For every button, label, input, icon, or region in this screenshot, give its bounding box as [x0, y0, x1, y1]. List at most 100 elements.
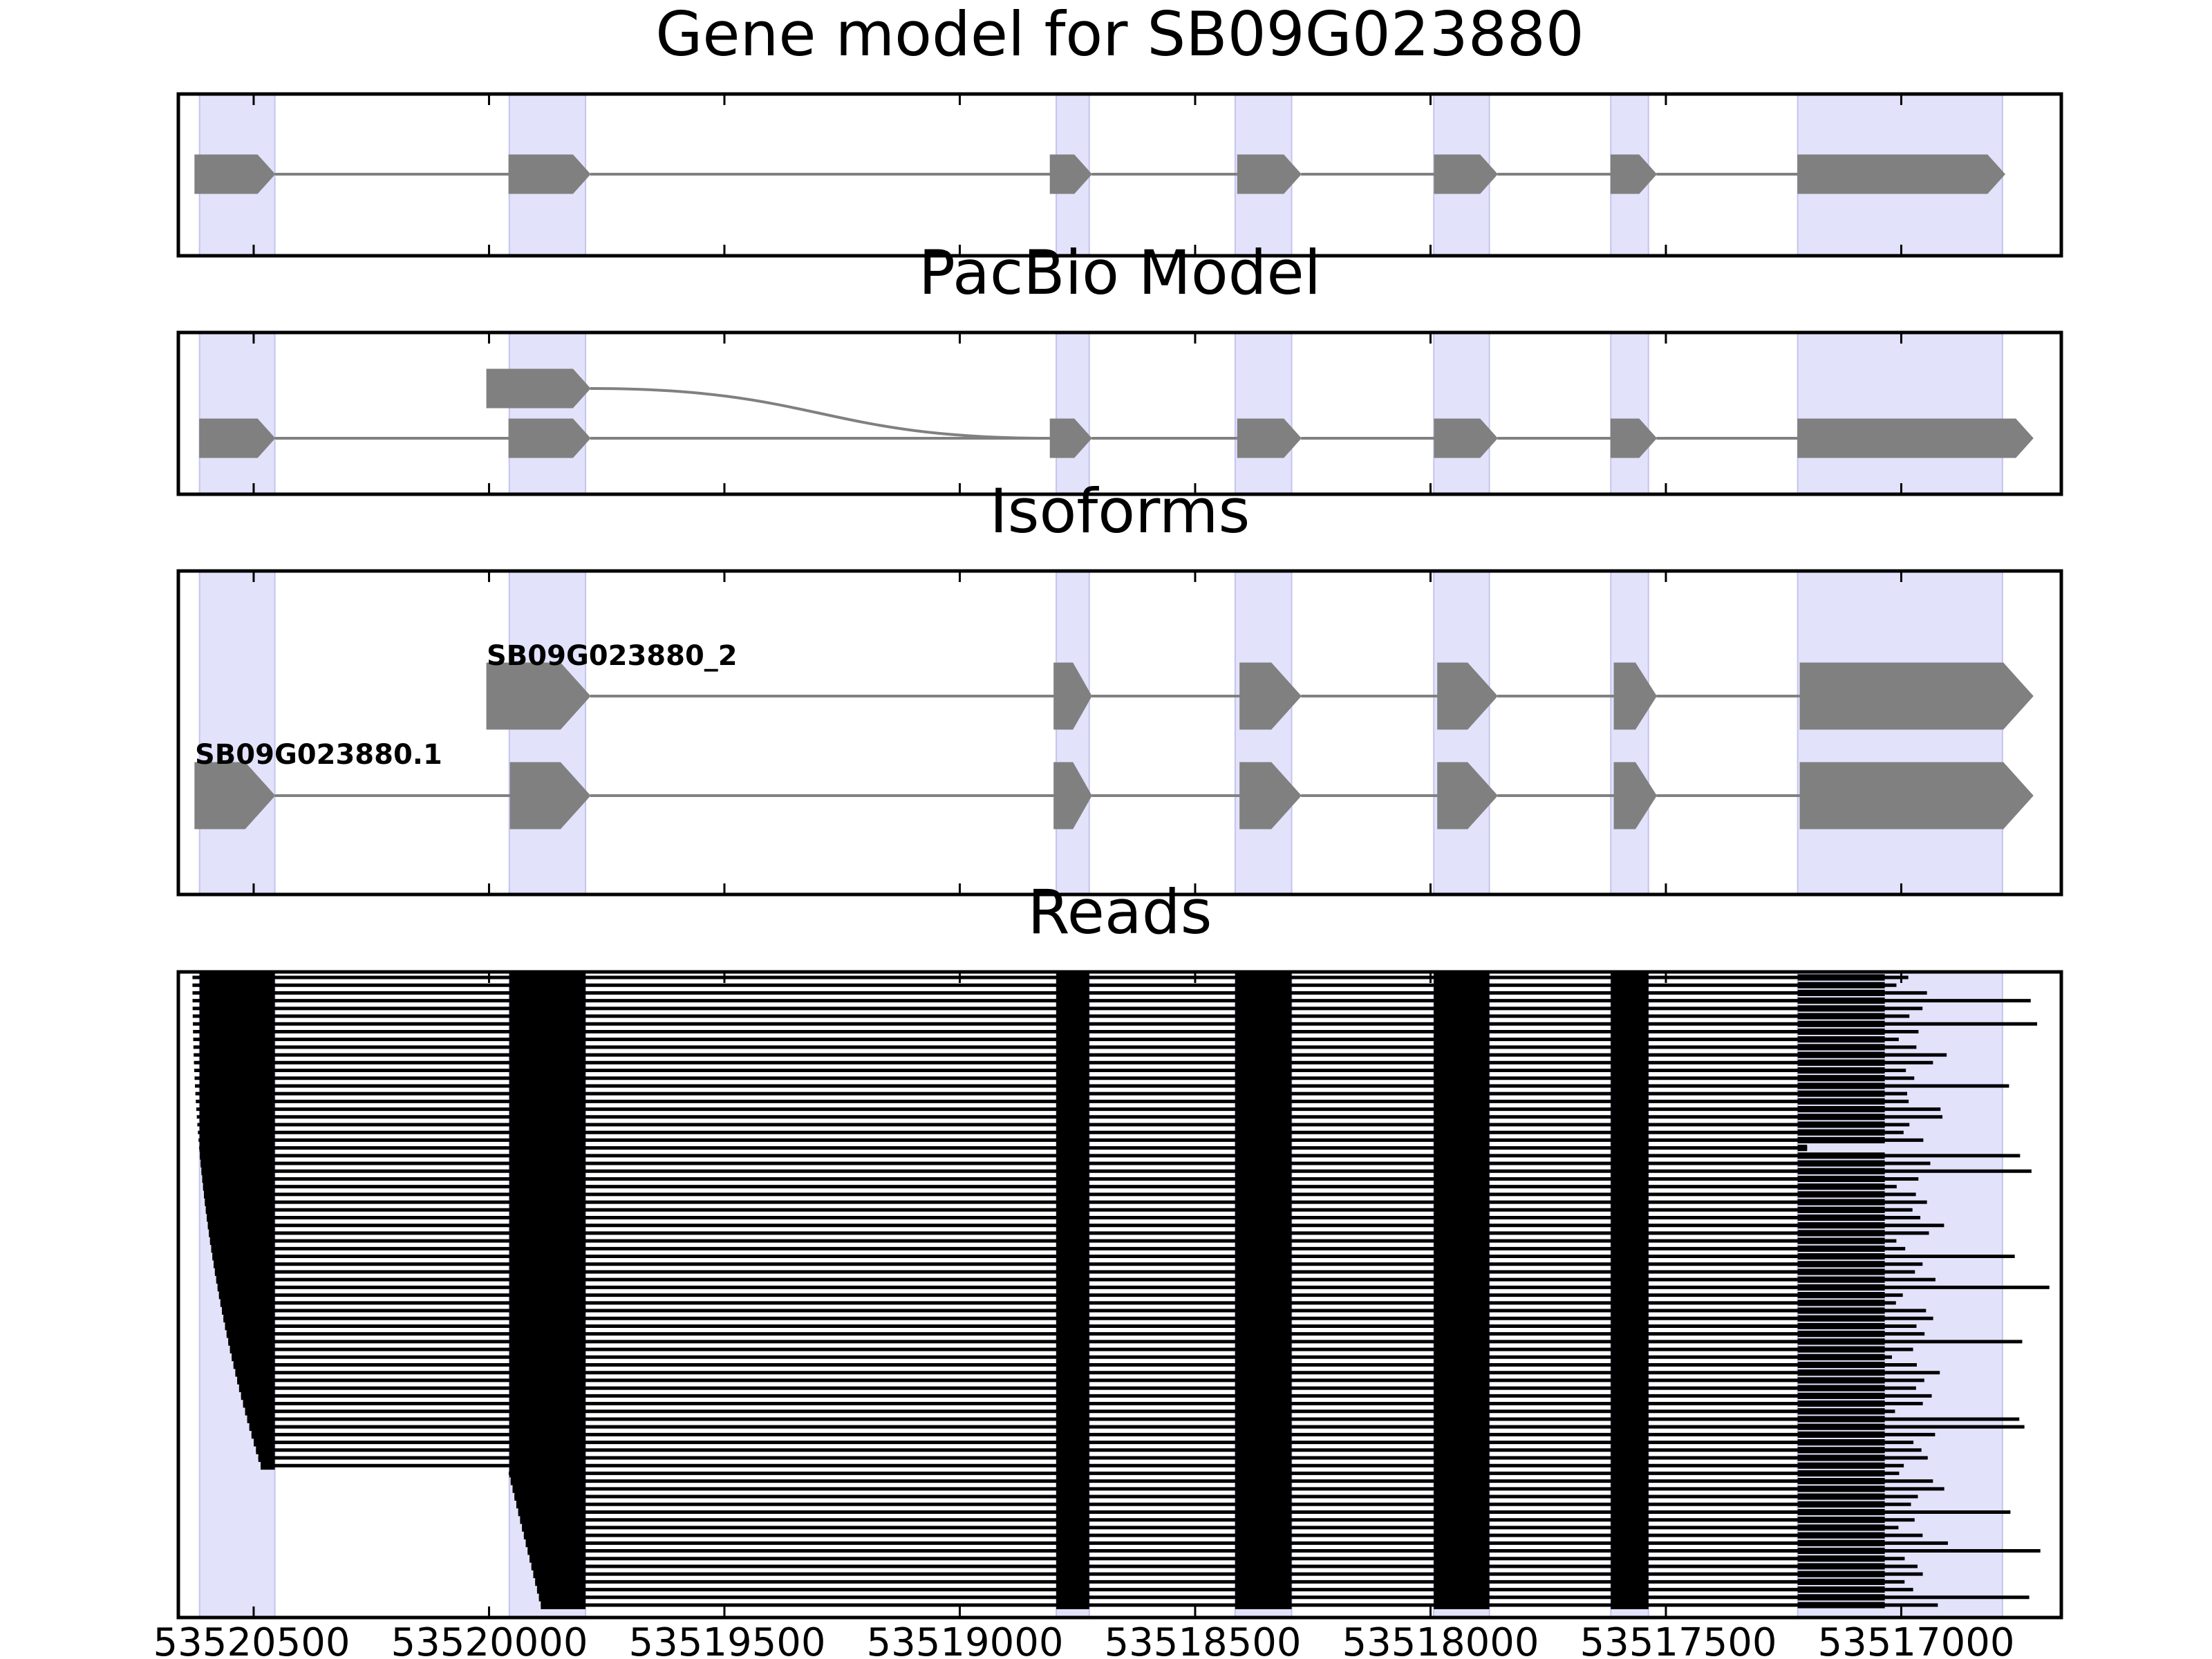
read-exon-block	[1611, 1004, 1649, 1013]
read-exon-block	[1434, 1221, 1490, 1230]
read-exon-block	[1797, 1028, 1885, 1035]
read-exon-block	[1797, 1191, 1885, 1198]
read-exon-block	[1235, 1376, 1292, 1385]
read-exon-block	[1611, 981, 1649, 990]
read-exon-block	[1235, 1213, 1292, 1222]
read-exon-block	[1235, 1306, 1292, 1315]
read-exon-block	[1056, 1237, 1089, 1246]
read-exon-block	[1056, 1121, 1089, 1129]
exon-arrow	[1613, 662, 1657, 730]
panel-frame	[176, 970, 2063, 1620]
read-exon-block	[1434, 1082, 1490, 1090]
read-exon-block	[1611, 1477, 1649, 1485]
read-exon-block	[1056, 1097, 1089, 1106]
exon-arrow	[509, 762, 591, 830]
read-exon-block	[1235, 1461, 1292, 1470]
read-exon-block	[1056, 1167, 1089, 1176]
exon-arrow	[1053, 662, 1092, 730]
read-exon-block	[1797, 1547, 1885, 1555]
read-exon-block	[1235, 1391, 1292, 1400]
read-exon-block	[1056, 1492, 1089, 1501]
read-exon-block	[1797, 1020, 1885, 1027]
read-exon-block	[1235, 1159, 1292, 1168]
read-exon-block	[1434, 1213, 1490, 1222]
read-exon-block	[1056, 1105, 1089, 1114]
read-exon-block	[1797, 1377, 1885, 1384]
read-exon-block	[1611, 1438, 1649, 1447]
read-exon-block	[1611, 1244, 1649, 1253]
read-exon-block	[509, 1298, 586, 1307]
read-exon-block	[1611, 1291, 1649, 1300]
read-exon-block	[1611, 1593, 1649, 1602]
read-exon-block	[1434, 1445, 1490, 1454]
read-exon-block	[1434, 1237, 1490, 1246]
read-exon-block	[1611, 1469, 1649, 1478]
read-exon-block	[1434, 1570, 1490, 1579]
panel-title-reads: Reads	[1028, 877, 1212, 948]
read-exon-block	[1235, 1174, 1292, 1183]
read-exon-block	[1797, 1292, 1885, 1299]
exon-arrow	[1237, 154, 1302, 194]
read-exon-block	[200, 1159, 275, 1168]
read-exon-block	[1056, 1112, 1089, 1121]
read-exon-block	[1235, 1492, 1292, 1501]
exon-arrow	[1797, 154, 2005, 194]
read-exon-block	[1056, 1151, 1089, 1160]
read-exon-block	[1434, 1469, 1490, 1478]
read-exon-block	[509, 1461, 586, 1470]
read-exon-block	[1056, 1143, 1089, 1152]
read-exon-block	[1797, 1385, 1885, 1391]
read-exon-block	[529, 1554, 586, 1563]
read-exon-block	[509, 1415, 586, 1423]
read-exon-block	[1235, 1206, 1292, 1215]
read-exon-block	[1434, 1329, 1490, 1338]
read-exon-block	[1611, 1042, 1649, 1051]
read-exon-block	[1434, 1562, 1490, 1571]
x-tick-label: 53520000	[391, 1620, 588, 1659]
read-exon-block	[1056, 981, 1089, 990]
read-exon-block	[199, 1105, 275, 1114]
read-exon-block	[1611, 1112, 1649, 1121]
read-exon-block	[1434, 1531, 1490, 1540]
read-exon-block	[1434, 1112, 1490, 1121]
read-exon-block	[1797, 989, 1885, 997]
read-exon-block	[1235, 996, 1292, 1005]
read-exon-block	[1434, 1430, 1490, 1439]
read-exon-block	[1056, 1042, 1089, 1051]
x-tick-label: 53519500	[628, 1620, 825, 1659]
read-exon-block	[1056, 1159, 1089, 1168]
read-exon-block	[523, 1531, 586, 1540]
read-exon-block	[199, 1112, 275, 1121]
read-exon-block	[1611, 1570, 1649, 1579]
read-exon-block	[1797, 1501, 1885, 1508]
read-exon-block	[1235, 1237, 1292, 1246]
exon-arrow	[508, 154, 591, 194]
read-exon-block	[509, 1275, 586, 1284]
read-exon-block	[509, 1128, 586, 1137]
panel-frame	[176, 569, 2063, 897]
read-exon-block	[509, 1252, 586, 1261]
read-exon-block	[1235, 1136, 1292, 1145]
read-exon-block	[1235, 1259, 1292, 1268]
read-exon-block	[1434, 1035, 1490, 1044]
read-exon-block	[203, 1182, 275, 1191]
read-exon-block	[1611, 1012, 1649, 1020]
read-exon-block	[509, 1136, 586, 1145]
read-exon-block	[1797, 1206, 1885, 1213]
read-exon-block	[1434, 1198, 1490, 1206]
panel-title-gene-model: Gene model for SB09G023880	[655, 0, 1584, 70]
read-exon-block	[1797, 1214, 1885, 1221]
read-exon-block	[1056, 1291, 1089, 1300]
read-exon-block	[1797, 1361, 1885, 1369]
read-exon-block	[1611, 1314, 1649, 1323]
read-exon-block	[1434, 1268, 1490, 1276]
read-exon-block	[1056, 1074, 1089, 1082]
read-exon-block	[1434, 1306, 1490, 1315]
read-exon-block	[1611, 1492, 1649, 1501]
read-exon-block	[204, 1190, 275, 1199]
read-exon-block	[1611, 1206, 1649, 1215]
read-exon-block	[199, 1051, 275, 1060]
read-exon-block	[509, 1399, 586, 1408]
read-exon-block	[525, 1539, 586, 1548]
exon-band	[1610, 332, 1649, 495]
